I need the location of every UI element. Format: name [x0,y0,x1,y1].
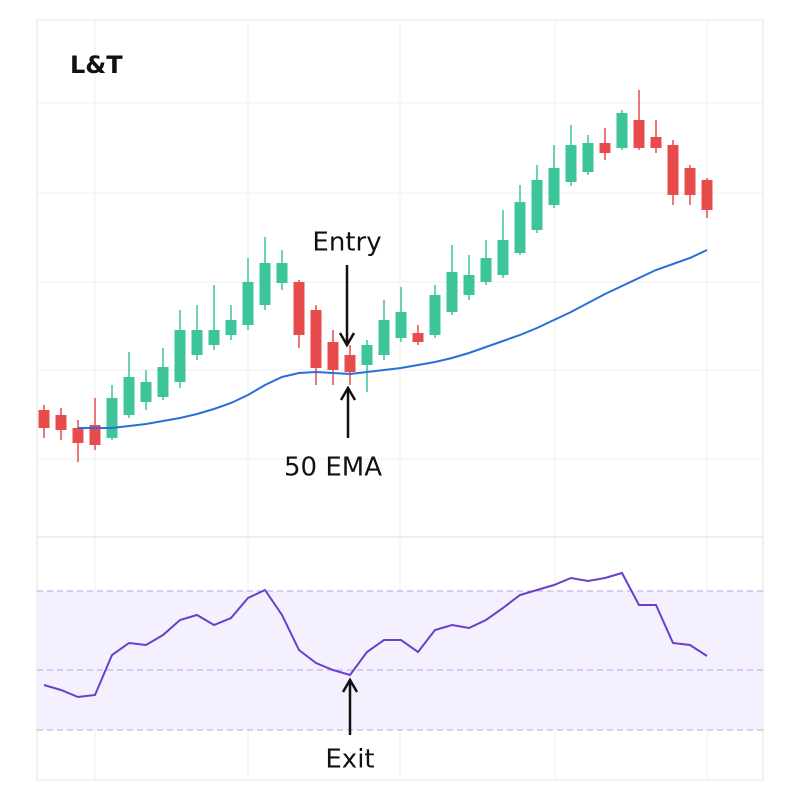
candle-body [106,398,118,438]
candle-body [378,320,390,355]
candle-body [310,310,322,368]
candle-body [650,137,662,148]
candle-body [667,145,679,195]
candle-body [344,355,356,372]
rsi-line [43,571,708,699]
candle-body [55,415,67,430]
candle-body [446,272,458,312]
candle-body [89,425,101,445]
candle-body [123,377,135,415]
entry-label: Entry [312,228,381,258]
candle-body [276,263,288,283]
arrows [338,265,359,735]
candle-body [327,342,339,370]
candle-body [616,113,628,148]
candle-body [208,330,220,345]
candle-body [361,345,373,365]
candle-body [429,295,441,335]
candle-body [684,168,696,195]
candle-body [412,333,424,342]
ema-label: 50 EMA [284,453,382,483]
candle-body [480,258,492,282]
candle-body [259,263,271,305]
candle-body [242,282,254,325]
candle-body [565,145,577,182]
candle-body [38,410,50,428]
candle-body [157,367,169,397]
candle-body [191,330,203,355]
candle-body [497,240,509,275]
candle-body [395,312,407,338]
candle-body [463,275,475,295]
candle-body [293,282,305,335]
candle-body [514,202,526,253]
candle-body [599,143,611,153]
candle-body [531,180,543,230]
candle-body [140,382,152,402]
candle-body [582,143,594,172]
candle-body [633,120,645,148]
rsi-band [37,591,763,730]
candle-body [174,330,186,382]
exit-label: Exit [325,745,374,775]
candle-body [225,320,237,335]
candle-body [701,180,713,210]
ema-line [78,249,708,429]
candle-body [72,428,84,443]
candle-body [548,168,560,205]
chart-title: L&T [70,51,123,79]
